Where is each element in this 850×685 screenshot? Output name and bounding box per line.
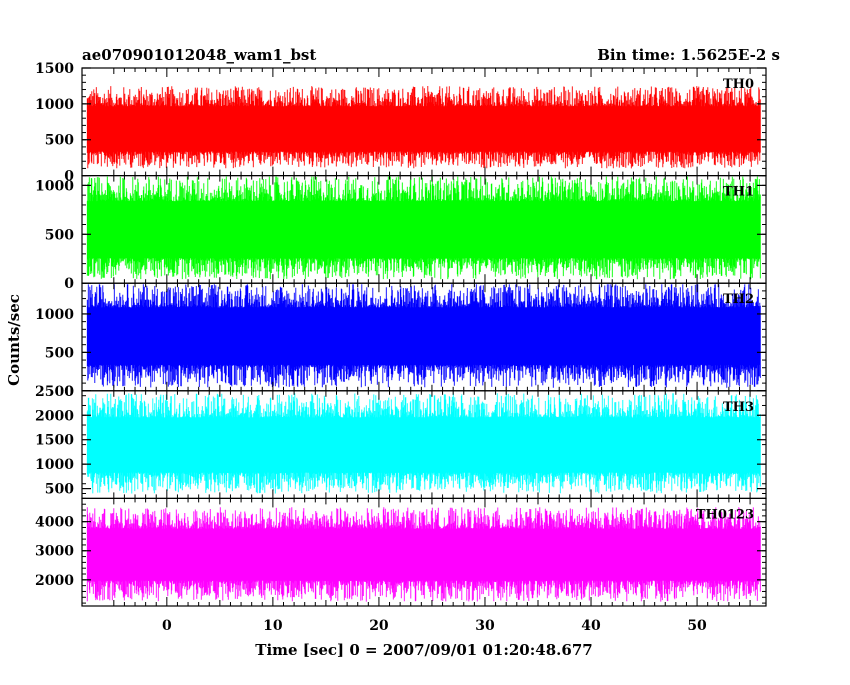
panel-label-th1: TH1 — [723, 185, 754, 200]
series-th2-line — [86, 284, 761, 388]
y-tick-label: 4000 — [35, 515, 74, 531]
panel-label-th0: TH0 — [723, 77, 754, 92]
y-tick-label: 1000 — [35, 97, 74, 113]
y-tick-label: 1000 — [35, 178, 74, 194]
y-tick-label: 2000 — [35, 408, 74, 424]
x-tick-label: 20 — [369, 618, 389, 634]
y-tick-label: 0 — [64, 169, 74, 185]
y-tick-label: 1000 — [35, 457, 74, 473]
y-tick-label: 1000 — [35, 307, 74, 323]
y-tick-label: 500 — [45, 133, 74, 149]
panel-frame-th0123 — [81, 497, 767, 607]
y-tick-label: 0 — [64, 384, 74, 400]
panel-label-th2: TH2 — [723, 292, 754, 307]
x-tick-label: 10 — [263, 618, 283, 634]
panel-label-th0123: TH0123 — [696, 507, 754, 522]
series-th0123-line — [86, 507, 761, 602]
x-axis-title: Time [sec] 0 = 2007/09/01 01:20:48.677 — [255, 641, 592, 659]
chart-title-left: ae070901012048_wam1_bst — [82, 46, 316, 64]
series-th1-line — [86, 176, 761, 280]
panel-label-th3: TH3 — [723, 400, 754, 415]
series-th0-line — [86, 86, 761, 169]
series-th3-line — [86, 393, 761, 494]
y-axis-title: Counts/sec — [5, 294, 23, 386]
y-tick-label: 3000 — [35, 544, 74, 560]
y-tick-label: 1500 — [35, 433, 74, 449]
y-tick-label: 500 — [45, 482, 74, 498]
y-tick-label: 2000 — [35, 573, 74, 589]
x-tick-label: 40 — [581, 618, 601, 634]
y-tick-label: 0 — [64, 276, 74, 292]
y-tick-label: 1500 — [35, 61, 74, 77]
y-tick-label: 2500 — [35, 384, 74, 400]
y-tick-label: 500 — [45, 227, 74, 243]
chart-title-right: Bin time: 1.5625E-2 s — [597, 46, 780, 64]
x-tick-label: 50 — [687, 618, 707, 634]
x-tick-label: 30 — [475, 618, 495, 634]
y-tick-label: 500 — [45, 345, 74, 361]
x-tick-label: 0 — [162, 618, 172, 634]
